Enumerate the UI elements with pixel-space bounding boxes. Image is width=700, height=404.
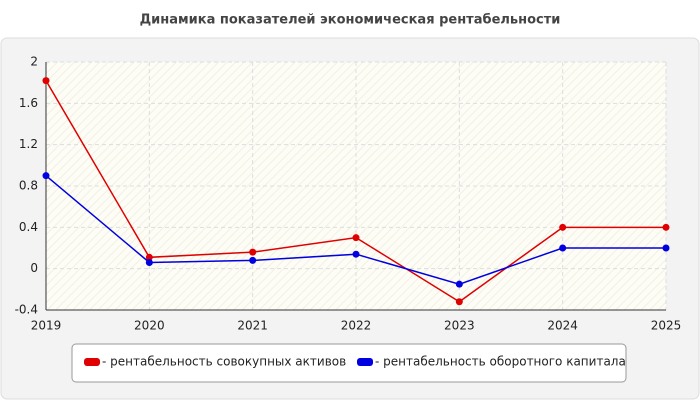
data-point <box>352 234 360 242</box>
legend <box>71 343 627 383</box>
data-point <box>662 244 670 252</box>
y-tick-label: 1.6 <box>19 96 38 110</box>
data-point <box>455 298 463 306</box>
data-point <box>249 248 257 256</box>
data-point <box>145 258 153 266</box>
data-point <box>42 172 50 180</box>
x-tick-label: 2025 <box>651 319 682 333</box>
data-point <box>559 244 567 252</box>
data-point <box>42 77 50 85</box>
y-tick-label: 1.2 <box>19 137 38 151</box>
x-tick-label: 2024 <box>547 319 578 333</box>
data-point <box>352 250 360 258</box>
data-point <box>249 256 257 264</box>
y-tick-label: 0.4 <box>19 220 38 234</box>
data-point <box>145 253 153 261</box>
x-tick-label: 2022 <box>341 319 372 333</box>
y-tick-label: 2 <box>30 55 38 69</box>
x-tick-label: 2020 <box>134 319 165 333</box>
legend-swatch <box>357 358 373 366</box>
legend-swatch <box>84 358 100 366</box>
x-tick-label: 2019 <box>31 319 62 333</box>
x-tick-label: 2021 <box>237 319 268 333</box>
y-tick-label: -0.4 <box>15 303 38 317</box>
legend-label: - рентабельность совокупных активов <box>102 355 346 369</box>
chart-title: Динамика показателей экономическая рента… <box>140 13 561 28</box>
legend-label: - рентабельность оборотного капитала <box>375 355 626 369</box>
y-tick-label: 0.8 <box>19 179 38 193</box>
data-point <box>455 280 463 288</box>
data-point <box>559 223 567 231</box>
y-tick-label: 0 <box>30 261 38 275</box>
data-point <box>662 223 670 231</box>
x-tick-label: 2023 <box>444 319 475 333</box>
